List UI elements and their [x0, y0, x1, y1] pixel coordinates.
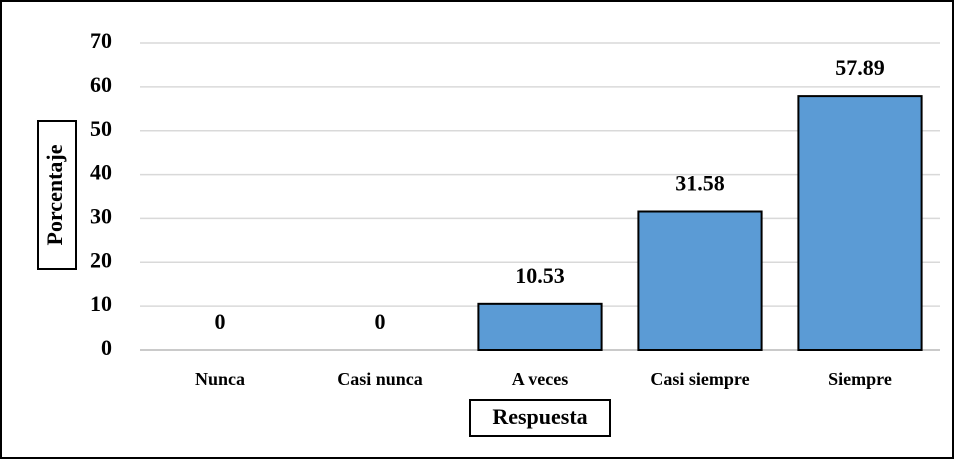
y-tick-label: 40	[90, 160, 112, 185]
y-tick-label: 10	[90, 291, 112, 316]
y-tick-label: 60	[90, 72, 112, 97]
x-axis-label: Respuesta	[492, 404, 587, 429]
y-tick-label: 50	[90, 116, 112, 141]
y-axis-label: Porcentaje	[42, 144, 67, 245]
y-label-box	[37, 120, 77, 270]
value-label: 57.89	[835, 55, 885, 80]
value-label: 0	[375, 309, 386, 334]
value-label: 10.53	[515, 263, 565, 288]
x-tick-label: Siempre	[828, 369, 892, 389]
x-tick-label: Nunca	[195, 369, 245, 389]
x-tick-label: Casi nunca	[337, 369, 423, 389]
value-label: 31.58	[675, 171, 725, 196]
x-label-box	[469, 399, 611, 437]
x-tick-label: A veces	[512, 369, 568, 389]
value-label: 0	[215, 309, 226, 334]
bar	[477, 302, 603, 351]
y-tick-label: 20	[90, 247, 112, 272]
y-tick-label: 0	[101, 335, 112, 360]
y-tick-label: 70	[90, 28, 112, 53]
bar	[637, 210, 763, 351]
x-tick-label: Casi siempre	[650, 369, 749, 389]
bar	[797, 95, 923, 351]
y-tick-label: 30	[90, 203, 112, 228]
